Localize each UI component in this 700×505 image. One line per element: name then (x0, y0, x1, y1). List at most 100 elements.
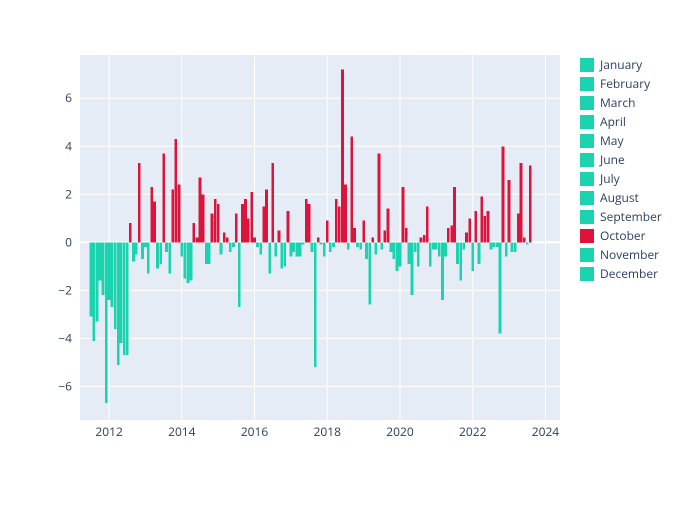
x-tick-label: 2020 (386, 423, 414, 440)
bar (526, 242, 529, 244)
y-tick-label: 4 (65, 137, 72, 154)
bar (153, 201, 156, 242)
bar (487, 211, 490, 242)
bar (162, 153, 165, 242)
bar (247, 218, 250, 242)
bar (253, 238, 256, 243)
legend-item[interactable]: January (580, 55, 662, 74)
bar (226, 238, 229, 243)
legend-label: December (600, 265, 658, 282)
bar (529, 165, 532, 242)
bar (238, 242, 241, 307)
bar (338, 206, 341, 242)
bar (326, 221, 329, 243)
bar (517, 213, 520, 242)
legend-item[interactable]: April (580, 112, 662, 131)
legend-item[interactable]: September (580, 207, 662, 226)
bar (520, 163, 523, 242)
bar (190, 242, 193, 280)
bar (183, 242, 186, 278)
bar (308, 204, 311, 242)
bar (150, 187, 153, 242)
bar (450, 225, 453, 242)
legend-item[interactable]: March (580, 93, 662, 112)
bar (514, 242, 517, 252)
bar (135, 242, 138, 254)
bar (356, 242, 359, 247)
bar (390, 242, 393, 252)
bar (123, 242, 126, 355)
bar (314, 242, 317, 367)
bar (350, 137, 353, 243)
bar (259, 242, 262, 254)
legend-label: April (600, 113, 626, 130)
bar (174, 139, 177, 242)
bar (444, 242, 447, 256)
bar (387, 209, 390, 243)
bar (296, 242, 299, 256)
bar (178, 185, 181, 243)
bar (365, 242, 368, 259)
bar (359, 242, 362, 249)
bar (138, 163, 141, 242)
bar (490, 242, 493, 249)
bar (187, 242, 190, 283)
legend-label: July (600, 170, 620, 187)
bar (168, 242, 171, 273)
bar (499, 242, 502, 333)
bar (374, 242, 377, 254)
legend-swatch (580, 229, 594, 243)
bar (214, 199, 217, 242)
legend-item[interactable]: October (580, 226, 662, 245)
bar (299, 242, 302, 256)
legend-item[interactable]: February (580, 74, 662, 93)
bar (429, 242, 432, 266)
bar (383, 230, 386, 242)
legend-item[interactable]: July (580, 169, 662, 188)
bar (396, 242, 399, 271)
legend-label: February (600, 75, 650, 92)
legend-swatch (580, 153, 594, 167)
bar (474, 211, 477, 242)
legend-label: August (600, 189, 639, 206)
bar (244, 199, 247, 242)
legend-item[interactable]: May (580, 131, 662, 150)
bar (274, 242, 277, 256)
bar (132, 242, 135, 261)
bar (496, 242, 499, 247)
legend-swatch (580, 248, 594, 262)
bar (378, 153, 381, 242)
bar (414, 242, 417, 252)
bar (126, 242, 129, 355)
bar (380, 242, 383, 249)
bar (265, 189, 268, 242)
bar (426, 206, 429, 242)
bar (114, 242, 117, 328)
bar (232, 242, 235, 247)
bar (465, 233, 468, 243)
y-tick-label: 6 (65, 89, 72, 106)
legend-item[interactable]: November (580, 245, 662, 264)
bar (156, 242, 159, 268)
legend-item[interactable]: August (580, 188, 662, 207)
bar (441, 242, 444, 300)
chart-legend: JanuaryFebruaryMarchAprilMayJune July Augu… (580, 55, 662, 283)
bar (220, 242, 223, 254)
bar (420, 238, 423, 243)
bar (229, 242, 232, 252)
legend-item[interactable]: December (580, 264, 662, 283)
bar (523, 238, 526, 243)
bar (278, 230, 281, 242)
y-tick-label: −6 (58, 377, 72, 394)
bar (262, 206, 265, 242)
bar (180, 242, 183, 256)
bar (368, 242, 371, 304)
bar (96, 242, 99, 321)
bar (411, 242, 414, 295)
bar (268, 242, 271, 273)
bar (287, 211, 290, 242)
bar (399, 242, 402, 266)
legend-item[interactable]: June (580, 150, 662, 169)
bar (223, 233, 226, 243)
legend-label: June (600, 151, 625, 168)
